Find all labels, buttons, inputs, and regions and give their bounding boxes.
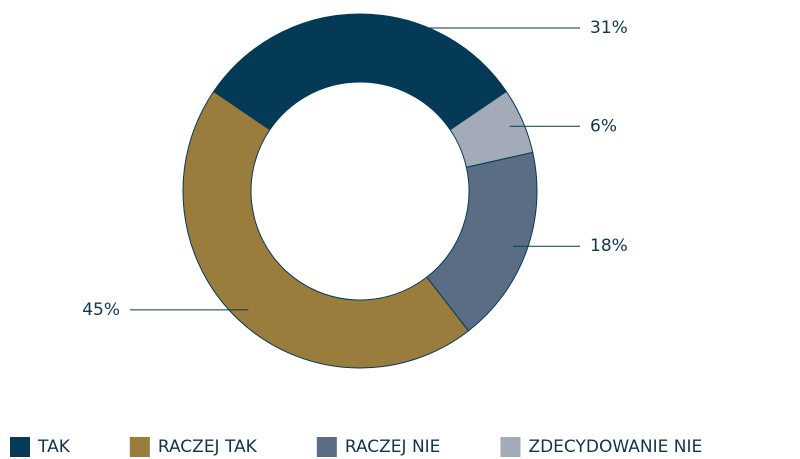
data-label: 6%: [590, 116, 617, 136]
data-label: 45%: [82, 300, 120, 320]
legend-swatch: [129, 437, 150, 457]
legend-swatch: [10, 437, 30, 457]
legend-label: ZDECYDOWANIE NIE: [528, 437, 702, 457]
slice: [182, 90, 470, 369]
legend-swatch: [316, 437, 337, 457]
slice: [212, 13, 508, 131]
legend-label: RACZEJ NIE: [345, 437, 441, 457]
data-label: 31%: [590, 18, 628, 38]
legend-label: RACZEJ TAK: [158, 437, 258, 457]
legend-swatch: [500, 437, 521, 457]
data-label: 18%: [590, 236, 628, 256]
slice: [449, 90, 534, 168]
legend-label: TAK: [37, 437, 71, 457]
